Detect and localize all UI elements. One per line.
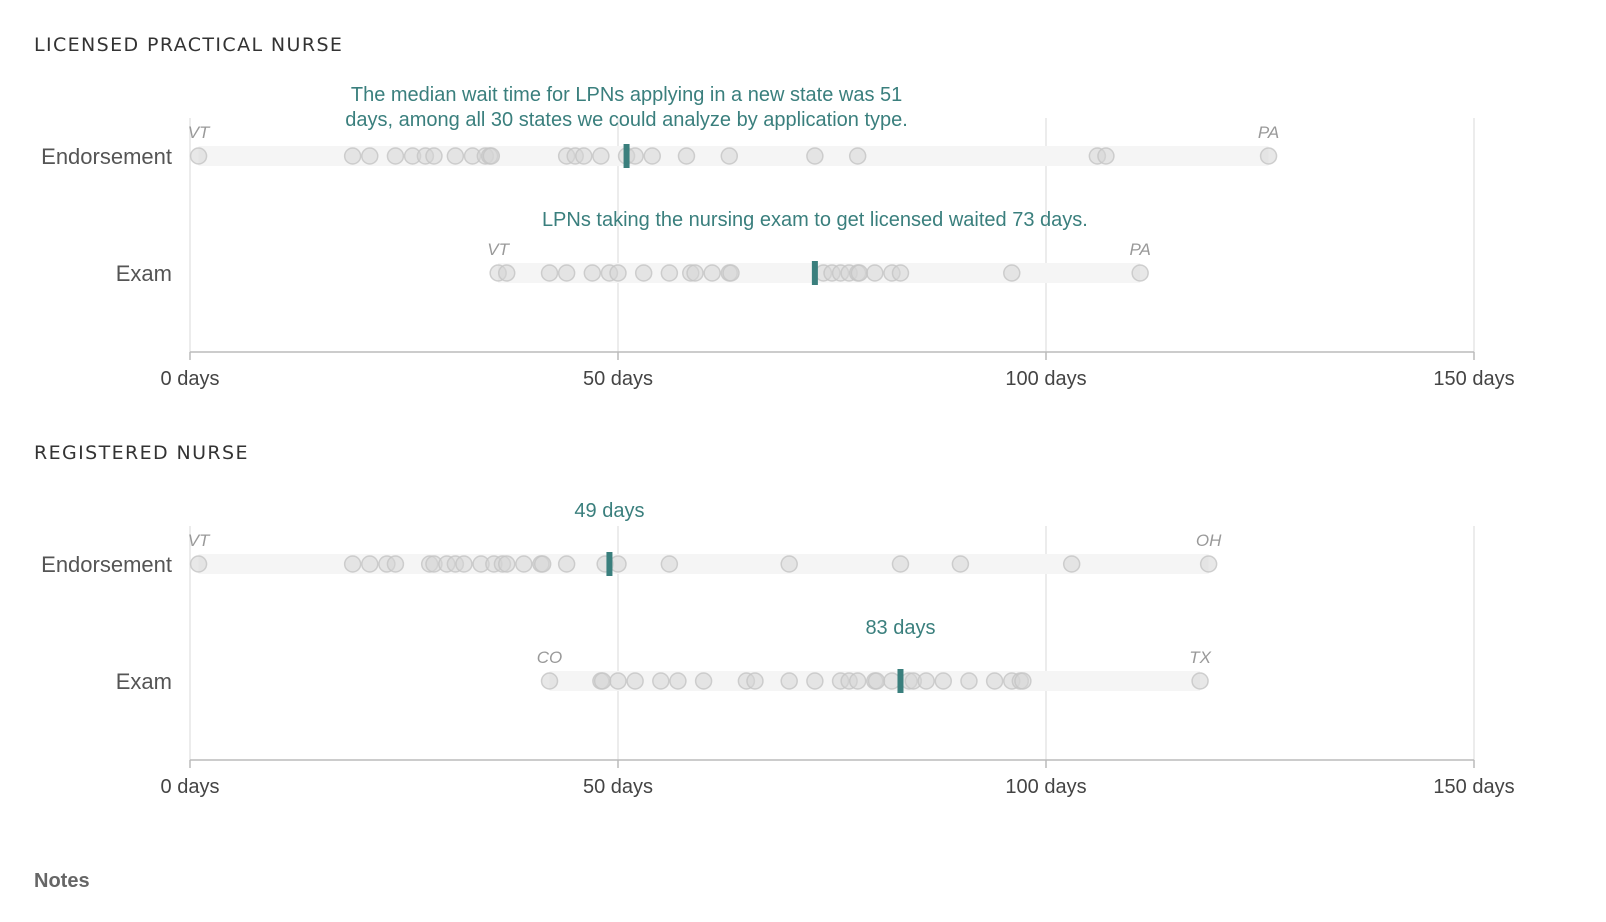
state-dot: [1131, 264, 1149, 282]
state-dot: [960, 672, 978, 690]
median-marker: [623, 144, 630, 168]
state-dot: [343, 555, 362, 573]
state-dot: [540, 264, 559, 282]
min-state-label: VT: [188, 123, 211, 142]
state-dot: [634, 264, 653, 282]
state-dot: [497, 264, 516, 282]
max-state-label: PA: [1129, 240, 1150, 259]
state-dot: [557, 264, 576, 282]
state-dot: [1199, 555, 1218, 573]
state-dot: [189, 147, 208, 165]
max-state-label: OH: [1196, 531, 1222, 550]
lpn-chart: 0 days 50 days 100 days 150 days Endorsement…: [41, 84, 1514, 390]
state-dot: [848, 147, 867, 165]
state-dot: [455, 555, 473, 573]
state-dot: [780, 555, 798, 573]
state-dot: [609, 672, 627, 690]
max-state-label: TX: [1189, 648, 1211, 667]
state-dot: [515, 555, 533, 573]
state-dot: [746, 672, 764, 690]
x-tick-label: 0 days: [161, 368, 220, 390]
x-tick-label: 50 days: [583, 776, 653, 798]
state-dot: [557, 555, 576, 573]
state-dot: [361, 555, 379, 573]
state-dot: [722, 264, 740, 282]
x-tick-label: 50 days: [583, 368, 653, 390]
state-dot: [343, 147, 362, 165]
state-dot: [720, 147, 739, 165]
state-dot: [652, 672, 670, 690]
median-annotation: The median wait time for LPNs applying i…: [351, 84, 902, 106]
state-dot: [540, 672, 559, 690]
state-dot: [592, 147, 610, 165]
state-dot: [780, 672, 798, 690]
median-marker: [606, 552, 613, 576]
lpn-section-title: LICENSED PRACTICAL NURSE: [34, 34, 344, 56]
state-dot: [1062, 555, 1081, 573]
state-dot: [891, 555, 910, 573]
median-marker: [811, 261, 818, 285]
x-tick-label: 0 days: [161, 776, 220, 798]
state-dot: [386, 147, 405, 165]
x-tick-label: 100 days: [1005, 368, 1086, 390]
state-dot: [850, 264, 869, 282]
state-dot: [703, 264, 721, 282]
state-dot: [446, 147, 465, 165]
state-dot: [593, 672, 612, 690]
state-dot: [575, 147, 593, 165]
median-annotation: 49 days: [574, 500, 644, 522]
state-dot: [686, 264, 704, 282]
row-label-exam: Exam: [116, 261, 172, 286]
state-dot: [806, 672, 824, 690]
state-dot: [669, 672, 687, 690]
median-annotation: 83 days: [865, 617, 935, 639]
notes-heading: Notes: [34, 870, 90, 892]
state-dot: [677, 147, 696, 165]
rn-section-title: REGISTERED NURSE: [34, 442, 249, 464]
state-dot: [1014, 672, 1032, 690]
state-dot: [951, 555, 970, 573]
state-dot: [609, 264, 627, 282]
state-dot: [1003, 264, 1021, 282]
row-label-endorsement: Endorsement: [41, 552, 172, 577]
state-dot: [1191, 672, 1209, 690]
state-dot: [985, 672, 1004, 690]
state-dot: [848, 672, 867, 690]
state-dot: [934, 672, 953, 690]
median-annotation: LPNs taking the nursing exam to get lice…: [542, 209, 1088, 231]
state-dot: [425, 147, 443, 165]
min-state-label: VT: [188, 531, 211, 550]
state-dot: [660, 264, 679, 282]
median-annotation: days, among all 30 states we could analy…: [345, 109, 908, 131]
row-label-exam: Exam: [116, 669, 172, 694]
row-label-endorsement: Endorsement: [41, 144, 172, 169]
state-dot: [583, 264, 602, 282]
state-dot: [361, 147, 379, 165]
x-tick-label: 150 days: [1433, 776, 1514, 798]
state-dot: [643, 147, 661, 165]
state-dot: [497, 555, 516, 573]
state-dot: [1259, 147, 1278, 165]
state-dot: [533, 555, 552, 573]
rn-chart: 0 days 50 days 100 days 150 days Endorsement…: [41, 500, 1514, 798]
state-dot: [660, 555, 679, 573]
state-dot: [1097, 147, 1115, 165]
median-marker: [897, 669, 904, 693]
state-dot: [867, 672, 886, 690]
state-dot: [917, 672, 935, 690]
state-dot: [626, 672, 644, 690]
x-tick-label: 100 days: [1005, 776, 1086, 798]
state-dot: [189, 555, 208, 573]
state-dot: [694, 672, 713, 690]
max-state-label: PA: [1258, 123, 1279, 142]
x-tick-label: 150 days: [1433, 368, 1514, 390]
state-dot: [806, 147, 824, 165]
state-dot: [482, 147, 501, 165]
state-dot: [891, 264, 910, 282]
min-state-label: VT: [487, 240, 510, 259]
state-dot: [386, 555, 405, 573]
min-state-label: CO: [537, 648, 563, 667]
state-dot: [866, 264, 884, 282]
